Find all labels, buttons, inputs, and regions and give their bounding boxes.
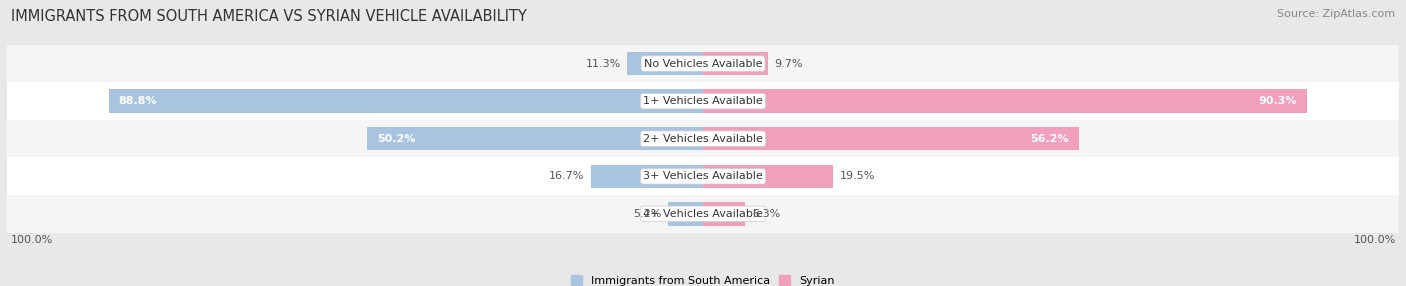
Bar — [703, 52, 768, 75]
Bar — [7, 195, 1399, 233]
Legend: Immigrants from South America, Syrian: Immigrants from South America, Syrian — [567, 271, 839, 286]
Bar — [592, 165, 703, 188]
Bar — [108, 90, 703, 113]
Bar — [367, 127, 703, 150]
Text: 56.2%: 56.2% — [1031, 134, 1069, 144]
Text: 9.7%: 9.7% — [775, 59, 803, 69]
Bar — [627, 52, 703, 75]
Bar — [7, 45, 1399, 82]
Text: 16.7%: 16.7% — [550, 171, 585, 181]
Text: 5.2%: 5.2% — [633, 209, 661, 219]
Text: 19.5%: 19.5% — [841, 171, 876, 181]
Bar — [668, 202, 703, 225]
Text: 11.3%: 11.3% — [585, 59, 620, 69]
Bar — [7, 120, 1399, 158]
Text: 4+ Vehicles Available: 4+ Vehicles Available — [643, 209, 763, 219]
Bar — [7, 82, 1399, 120]
Text: No Vehicles Available: No Vehicles Available — [644, 59, 762, 69]
Bar — [703, 90, 1308, 113]
Text: Source: ZipAtlas.com: Source: ZipAtlas.com — [1277, 9, 1395, 19]
Text: 3+ Vehicles Available: 3+ Vehicles Available — [643, 171, 763, 181]
Bar — [7, 158, 1399, 195]
Text: 50.2%: 50.2% — [377, 134, 416, 144]
Text: 6.3%: 6.3% — [752, 209, 780, 219]
Text: 88.8%: 88.8% — [118, 96, 157, 106]
Bar — [703, 202, 745, 225]
Text: 90.3%: 90.3% — [1258, 96, 1298, 106]
Text: 100.0%: 100.0% — [10, 235, 52, 245]
Text: 100.0%: 100.0% — [1354, 235, 1396, 245]
Text: IMMIGRANTS FROM SOUTH AMERICA VS SYRIAN VEHICLE AVAILABILITY: IMMIGRANTS FROM SOUTH AMERICA VS SYRIAN … — [11, 9, 527, 23]
Text: 1+ Vehicles Available: 1+ Vehicles Available — [643, 96, 763, 106]
Bar — [703, 127, 1078, 150]
Text: 2+ Vehicles Available: 2+ Vehicles Available — [643, 134, 763, 144]
Bar — [703, 165, 834, 188]
